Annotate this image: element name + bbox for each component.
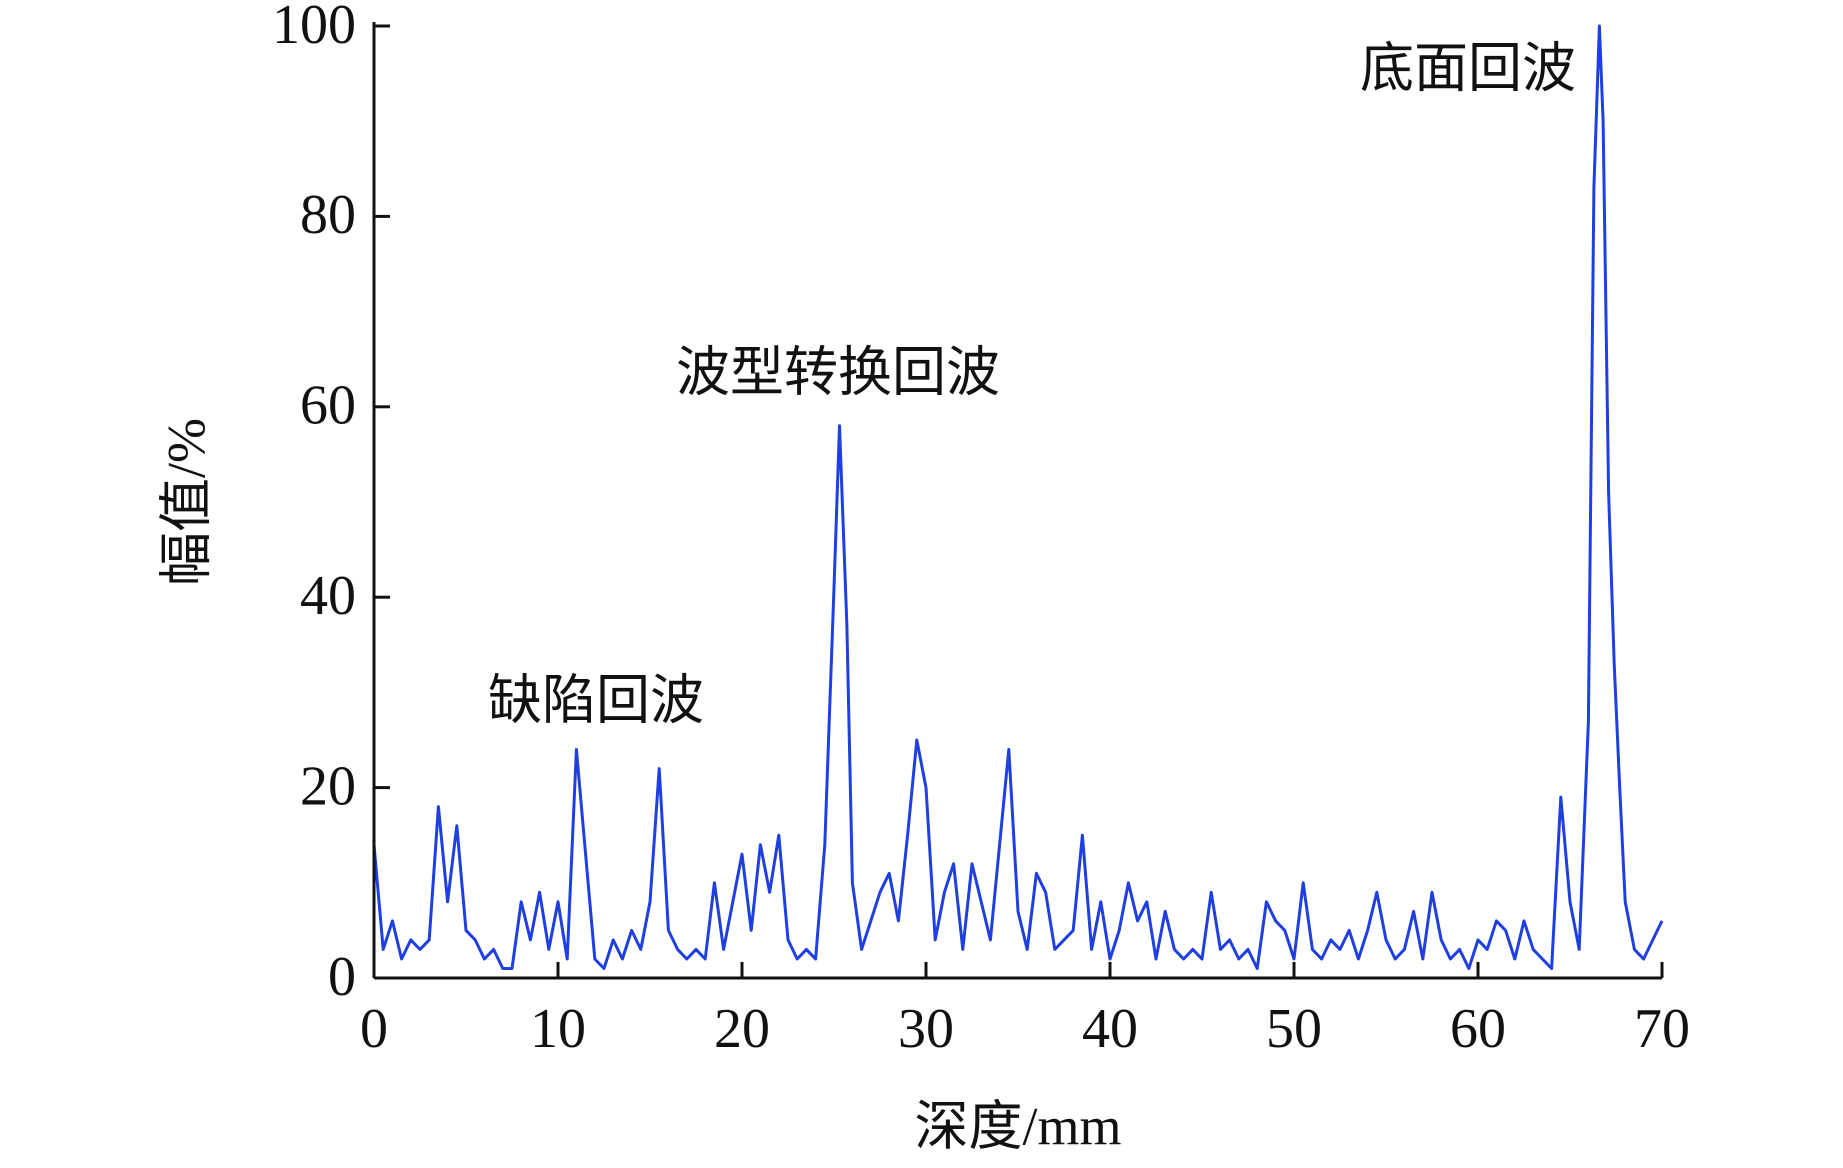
x-tick-label: 40 <box>1082 998 1138 1060</box>
x-axis-label: 深度/mm <box>914 1096 1121 1156</box>
annotation: 底面回波 <box>1360 38 1576 98</box>
y-tick-label: 80 <box>300 184 356 246</box>
y-tick-label: 0 <box>328 946 356 1008</box>
annotation: 缺陷回波 <box>488 670 704 730</box>
y-tick-label: 40 <box>300 565 356 627</box>
x-tick-label: 10 <box>530 998 586 1060</box>
y-tick-label: 100 <box>272 0 356 56</box>
x-tick-label: 0 <box>360 998 388 1060</box>
y-axis-label: 幅值/% <box>156 418 216 586</box>
annotation: 波型转换回波 <box>676 342 1000 402</box>
x-tick-label: 50 <box>1266 998 1322 1060</box>
y-tick-label: 20 <box>300 755 356 817</box>
data-line <box>372 24 1664 970</box>
x-tick-label: 30 <box>898 998 954 1060</box>
x-tick-label: 60 <box>1450 998 1506 1060</box>
x-tick-label: 20 <box>714 998 770 1060</box>
y-tick-label: 60 <box>300 375 356 437</box>
x-tick-label: 70 <box>1634 998 1690 1060</box>
